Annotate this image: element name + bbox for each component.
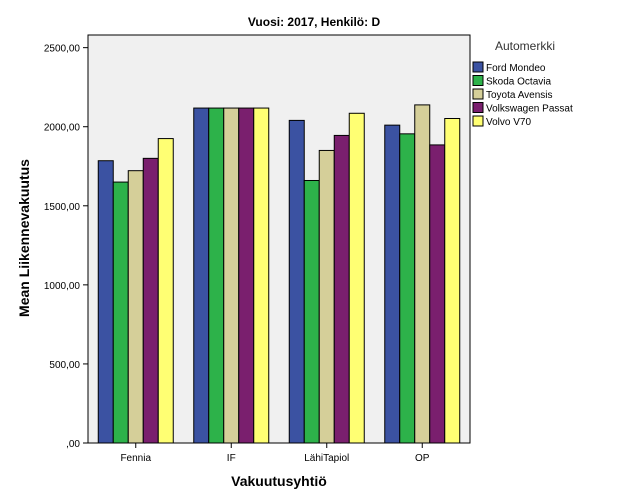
x-tick-label: IF (227, 453, 236, 464)
bar-skoda-octavia-fennia (112, 181, 129, 444)
bar-volvo-v70-if (253, 107, 270, 444)
bar-toyota-avensis-op (414, 104, 431, 444)
x-tick-label: OP (415, 453, 430, 464)
x-tick-label: Fennia (120, 453, 151, 464)
legend-label: Skoda Octavia (486, 77, 551, 88)
bar-toyota-avensis-fennia (127, 170, 144, 444)
legend-label: Ford Mondeo (486, 63, 546, 74)
bar-skoda-octavia-lähitapiol (303, 179, 320, 444)
y-axis-title: Mean Liikennevakuutus (16, 159, 32, 317)
bar-toyota-avensis-if (223, 107, 240, 444)
bar-toyota-avensis-lähitapiol (318, 149, 335, 444)
legend-label: Volkswagen Passat (486, 104, 573, 115)
legend-label: Volvo V70 (486, 117, 531, 128)
bars-group (97, 104, 461, 444)
bar-ford-mondeo-if (193, 107, 210, 444)
bar-skoda-octavia-if (208, 107, 225, 444)
bar-ford-mondeo-lähitapiol (288, 119, 305, 444)
bar-ford-mondeo-op (384, 124, 401, 444)
legend-swatch (472, 61, 484, 73)
bar-volvo-v70-op (444, 117, 461, 444)
bar-volvo-v70-fennia (157, 138, 174, 444)
legend-label: Toyota Avensis (486, 90, 553, 101)
x-axis: Fennia IF LähiTapiol OP (120, 443, 430, 464)
bar-volkswagen-passat-if (238, 107, 255, 444)
legend-title: Automerkki (495, 39, 555, 53)
legend-swatch (472, 115, 484, 127)
legend-swatch (472, 75, 484, 86)
chart-title: Vuosi: 2017, Henkilö: D (248, 15, 381, 29)
bar-skoda-octavia-op (399, 133, 416, 444)
bar-volkswagen-passat-op (429, 144, 446, 444)
bar-volvo-v70-lähitapiol (348, 112, 365, 444)
legend: Ford Mondeo Skoda Octavia Toyota Avensis Vo… (472, 61, 573, 128)
y-tick-label: 2000,00 (44, 123, 81, 134)
legend-swatch (472, 102, 484, 113)
x-axis-title: Vakuutusyhtiö (231, 473, 327, 489)
y-axis: ,00 500,00 1000,00 1500,00 2000,00 2500,00 (44, 44, 88, 450)
y-tick-label: 2500,00 (44, 44, 81, 55)
bar-volkswagen-passat-lähitapiol (333, 134, 350, 444)
legend-swatch (472, 88, 484, 100)
x-tick-label: LähiTapiol (304, 453, 349, 464)
y-tick-label: 500,00 (49, 360, 80, 371)
y-tick-label: ,00 (66, 439, 80, 450)
bar-volkswagen-passat-fennia (142, 157, 159, 444)
y-tick-label: 1500,00 (44, 202, 81, 213)
bar-ford-mondeo-fennia (97, 160, 114, 444)
y-tick-label: 1000,00 (44, 281, 81, 292)
